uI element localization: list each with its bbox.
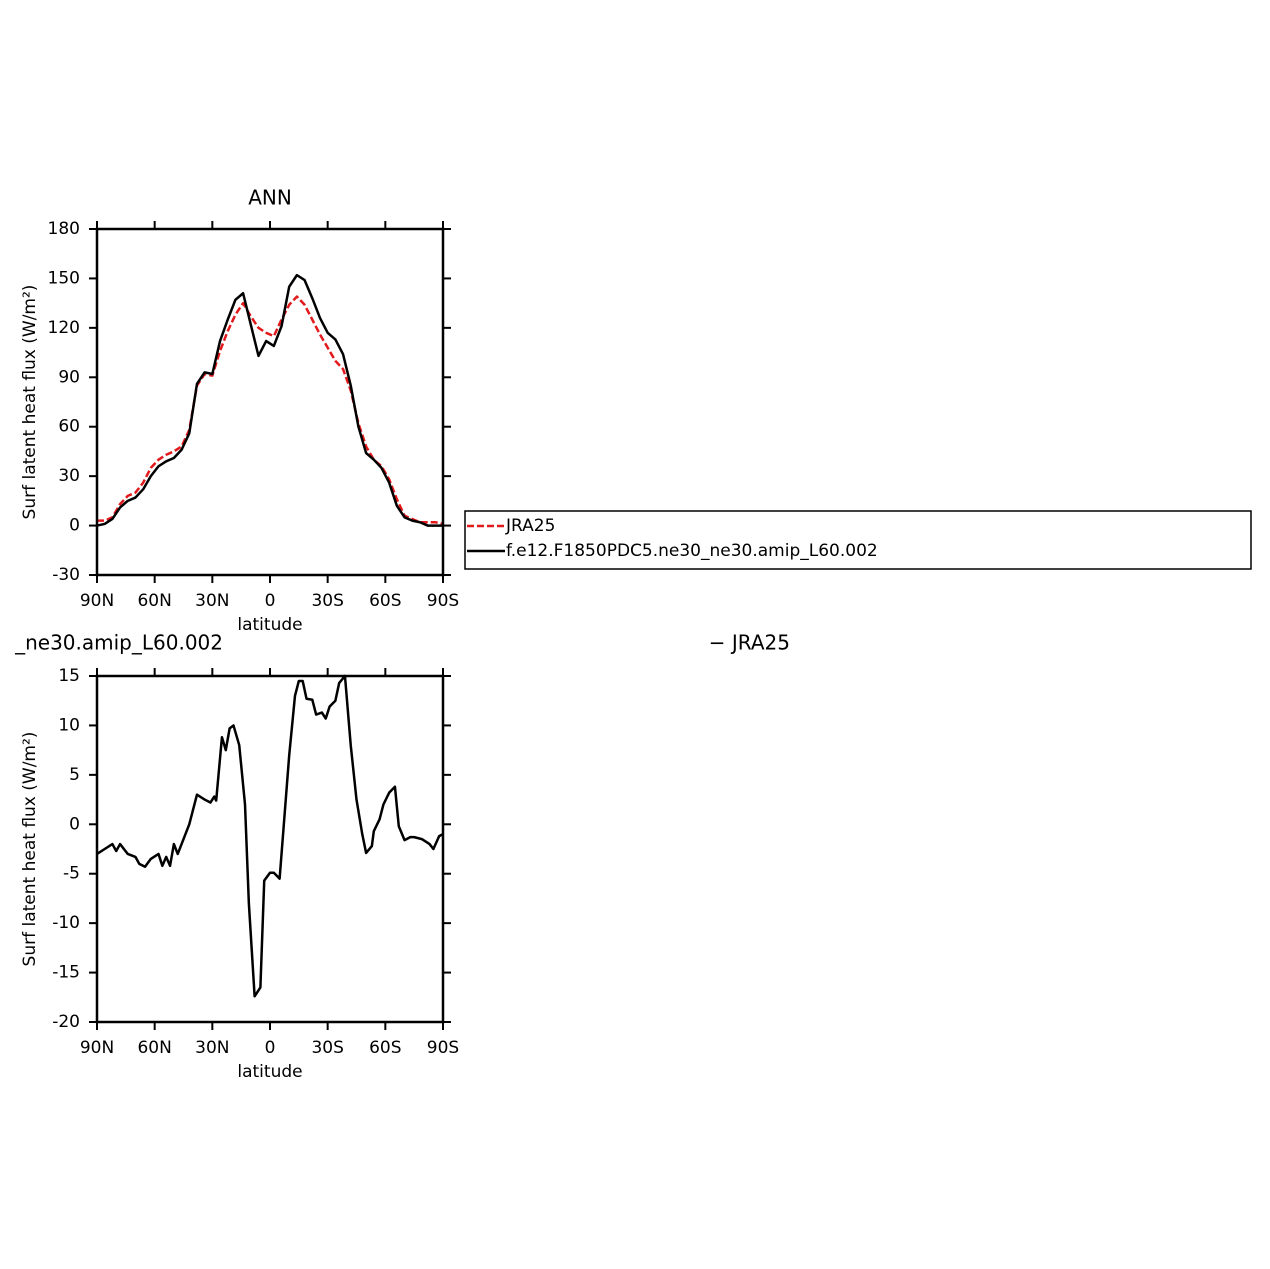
x-tick-label: 90S: [427, 591, 459, 611]
y-tick-label: 10: [58, 715, 80, 735]
x-axis-label: latitude: [237, 1062, 302, 1082]
x-tick-label: 60S: [369, 1038, 401, 1058]
x-tick-label: 30N: [195, 1038, 229, 1058]
x-tick-label: 30N: [195, 591, 229, 611]
x-tick-label: 0: [265, 591, 276, 611]
right-title: − JRA25: [709, 631, 790, 655]
legend-label: f.e12.F1850PDC5.ne30_ne30.amip_L60.002: [506, 541, 878, 561]
y-tick-label: -20: [52, 1012, 80, 1032]
y-tick-label: -10: [52, 913, 80, 933]
x-axis-label: latitude: [237, 615, 302, 635]
plot-frame: [95, 674, 445, 1024]
y-tick-label: 60: [58, 417, 80, 437]
y-tick-label: 5: [69, 765, 80, 785]
y-tick-label: -15: [52, 963, 80, 983]
left-title: _ne30.amip_L60.002: [14, 631, 223, 655]
y-tick-label: 15: [58, 666, 80, 686]
y-tick-label: 120: [48, 318, 80, 338]
legend-label: JRA25: [505, 516, 555, 536]
y-tick-label: -5: [63, 864, 80, 884]
x-tick-label: 60N: [137, 591, 171, 611]
x-tick-label: 30S: [311, 591, 343, 611]
data-line: [96, 273, 443, 527]
chart-title: ANN: [248, 186, 292, 210]
x-tick-label: 0: [265, 1038, 276, 1058]
y-axis-label: Surf latent heat flux (W/m²): [20, 732, 40, 967]
plot-frame: [95, 227, 445, 577]
y-tick-label: 90: [58, 367, 80, 387]
y-tick-label: 150: [48, 268, 80, 288]
x-tick-label: 60N: [137, 1038, 171, 1058]
y-tick-label: 180: [48, 219, 80, 239]
y-axis-label: Surf latent heat flux (W/m²): [20, 285, 40, 520]
data-line: [96, 674, 444, 998]
y-tick-label: -30: [52, 565, 80, 585]
y-tick-label: 0: [69, 516, 80, 536]
legend-box: [464, 510, 1252, 570]
x-tick-label: 90N: [80, 591, 114, 611]
x-tick-label: 60S: [369, 591, 401, 611]
x-tick-label: 90S: [427, 1038, 459, 1058]
x-tick-label: 30S: [311, 1038, 343, 1058]
x-tick-label: 90N: [80, 1038, 114, 1058]
y-tick-label: 0: [69, 814, 80, 834]
y-tick-label: 30: [58, 466, 80, 486]
